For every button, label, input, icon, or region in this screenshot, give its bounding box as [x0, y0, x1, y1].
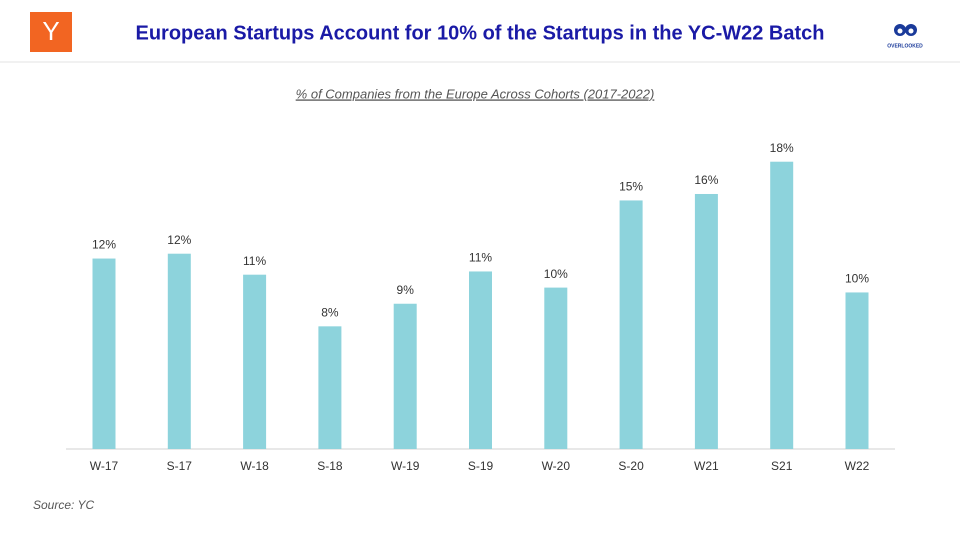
brand-text: OVERLOOKED	[887, 43, 923, 49]
value-label: 16%	[694, 173, 718, 187]
bar	[318, 326, 342, 449]
bar	[393, 303, 417, 449]
x-tick-label: S-19	[468, 459, 494, 473]
value-label: 9%	[397, 283, 415, 297]
x-tick-label: W-20	[542, 459, 571, 473]
value-label: 18%	[770, 141, 794, 155]
yc-logo	[30, 12, 72, 52]
bar	[243, 274, 267, 449]
x-tick-label: S21	[771, 459, 793, 473]
x-tick-label: W21	[694, 459, 719, 473]
x-tick-label: W-19	[391, 459, 420, 473]
value-label: 11%	[243, 254, 266, 268]
value-label: 8%	[321, 306, 339, 320]
bar	[544, 287, 568, 449]
chart-subtitle: % of Companies from the Europe Across Co…	[296, 86, 655, 101]
x-tick-label: W22	[845, 459, 870, 473]
bar	[619, 200, 643, 449]
bar	[694, 193, 718, 449]
bar	[845, 292, 869, 449]
brand-logo	[894, 24, 917, 36]
value-label: 10%	[845, 272, 869, 286]
x-tick-label: S-18	[317, 459, 343, 473]
x-tick-label: S-20	[618, 459, 644, 473]
x-tick-label: S-17	[167, 459, 193, 473]
value-label: 10%	[544, 267, 568, 281]
x-tick-label: W-18	[240, 459, 269, 473]
chart-title: European Startups Account for 10% of the…	[136, 22, 825, 44]
bar	[770, 161, 794, 449]
value-label: 12%	[167, 233, 191, 247]
bar	[469, 271, 492, 449]
bar	[167, 253, 191, 449]
value-label: 15%	[619, 180, 643, 194]
source: Source: YC	[33, 498, 94, 512]
value-label: 12%	[92, 238, 116, 252]
x-tick-label: W-17	[90, 459, 119, 473]
bar	[92, 258, 116, 449]
value-label: 11%	[469, 251, 492, 265]
yc-logo-text: Y	[42, 16, 59, 46]
